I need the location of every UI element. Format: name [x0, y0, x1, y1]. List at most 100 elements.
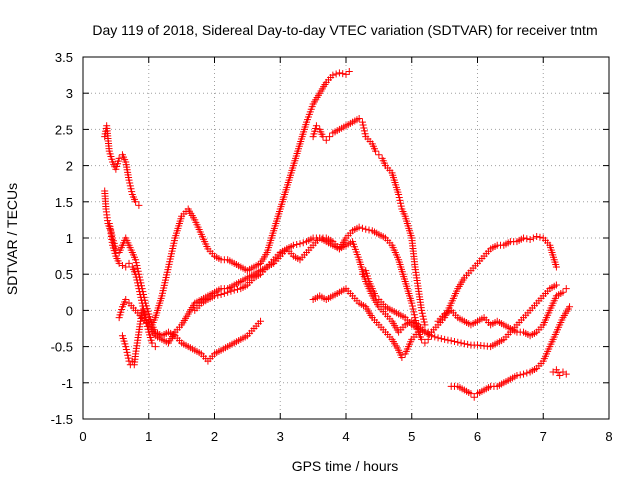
data-point-marker [125, 176, 133, 184]
data-point-marker [122, 263, 130, 271]
data-point-marker [437, 335, 445, 343]
data-point-marker [257, 317, 265, 325]
data-point-marker [552, 366, 560, 374]
data-point-marker [562, 285, 570, 293]
data-point-marker [138, 285, 146, 293]
data-point-marker [141, 296, 149, 304]
data-point-marker [529, 234, 537, 242]
y-tick-label: 3.5 [55, 50, 73, 65]
y-tick-label: 2.5 [55, 122, 73, 137]
data-point-marker [106, 222, 114, 230]
data-point-marker [523, 235, 531, 243]
y-tick-label: -1.5 [51, 412, 73, 427]
data-point-marker [227, 287, 235, 295]
x-axis-label: GPS time / hours [292, 458, 399, 474]
data-point-marker [107, 228, 115, 236]
data-point-marker [372, 147, 380, 155]
data-point-marker [552, 263, 560, 271]
data-point-marker [217, 290, 225, 298]
data-point-marker [299, 239, 307, 247]
data-point-marker [134, 264, 142, 272]
x-tick-label: 4 [342, 429, 349, 444]
data-point-marker [556, 372, 564, 380]
data-point-marker [136, 276, 144, 284]
data-point-marker [419, 312, 427, 320]
axis-ticks: 0 1 2 3 4 5 6 7 8 -1.5 -1 -0.5 0 0.5 1 1.5 2 2.5 3 3.5 [51, 50, 613, 444]
data-point-marker [234, 285, 242, 293]
data-point-marker [358, 118, 366, 126]
data-point-marker [335, 69, 343, 77]
data-point-marker [112, 245, 120, 253]
data-point-marker [516, 371, 524, 379]
data-point-marker [434, 334, 442, 342]
data-point-marker [128, 188, 136, 196]
data-point-marker [122, 345, 130, 353]
data-point-marker [410, 308, 418, 316]
data-point-marker [214, 291, 222, 299]
series-arc3 [105, 67, 353, 329]
data-point-marker [395, 191, 403, 199]
data-point-marker [134, 267, 142, 275]
data-point-marker [421, 321, 429, 329]
data-point-marker [329, 71, 337, 79]
x-tick-label: 7 [540, 429, 547, 444]
y-tick-label: 0 [66, 303, 73, 318]
series-arc10 [427, 233, 560, 336]
data-point-marker [513, 372, 521, 380]
data-point-marker [418, 306, 426, 314]
y-tick-label: 1.5 [55, 195, 73, 210]
data-point-marker [138, 282, 146, 290]
data-point-marker [408, 302, 416, 310]
data-point-marker [127, 185, 135, 193]
data-point-marker [133, 262, 141, 270]
x-tick-label: 0 [79, 429, 86, 444]
data-point-marker [454, 338, 462, 346]
series-arc4 [118, 306, 265, 369]
data-point-marker [345, 67, 353, 75]
data-point-marker [395, 193, 403, 201]
data-point-marker [319, 133, 327, 141]
y-tick-label: 0.5 [55, 267, 73, 282]
data-point-marker [410, 311, 418, 319]
x-tick-label: 3 [277, 429, 284, 444]
data-point-marker [132, 259, 140, 267]
data-point-marker [107, 225, 115, 233]
data-point-marker [421, 339, 429, 347]
data-point-marker [105, 220, 113, 228]
data-point-marker [411, 314, 419, 322]
data-point-marker [136, 273, 144, 281]
data-point-marker [526, 235, 534, 243]
data-point-marker [360, 127, 368, 135]
data-point-marker [312, 122, 320, 130]
data-point-marker [365, 226, 373, 234]
data-point-marker [359, 121, 367, 129]
data-point-marker [125, 259, 133, 267]
data-point-marker [398, 353, 406, 361]
data-point-marker [126, 182, 134, 190]
data-point-marker [396, 196, 404, 204]
data-point-marker [355, 223, 363, 231]
data-point-marker [339, 70, 347, 78]
series-arc7 [309, 115, 429, 329]
data-point-marker [470, 393, 478, 401]
data-point-marker [322, 136, 330, 144]
data-point-marker [536, 233, 544, 241]
data-points [101, 67, 574, 401]
y-axis-label: SDTVAR / TECUs [4, 183, 20, 295]
data-point-marker [408, 299, 416, 307]
data-point-marker [444, 336, 452, 344]
data-point-marker [122, 296, 130, 304]
data-point-marker [460, 340, 468, 348]
data-point-marker [126, 179, 134, 187]
data-point-marker [342, 70, 350, 78]
data-point-marker [360, 124, 368, 132]
data-point-marker [358, 224, 366, 232]
data-point-marker [450, 338, 458, 346]
data-point-marker [220, 289, 228, 297]
data-point-marker [520, 370, 528, 378]
y-tick-label: 1 [66, 231, 73, 246]
data-point-marker [132, 198, 140, 206]
data-point-marker [533, 233, 541, 241]
y-tick-label: 2 [66, 159, 73, 174]
